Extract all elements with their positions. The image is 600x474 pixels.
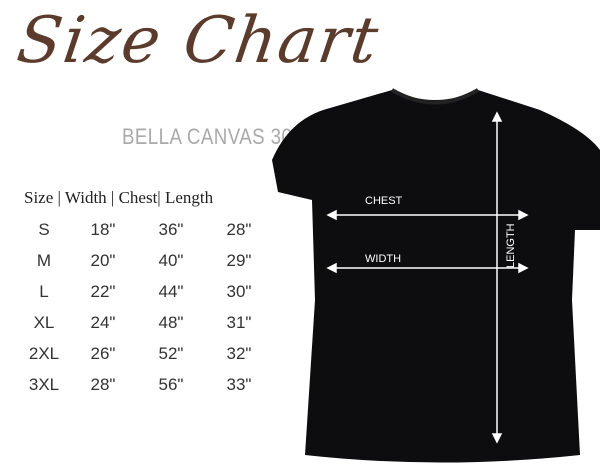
table-cell: 44" <box>158 281 184 301</box>
table-cell: S <box>38 219 50 239</box>
table-cell: 3XL <box>28 374 60 394</box>
table-cell: 24" <box>90 312 116 332</box>
table-cell: 31" <box>226 312 252 332</box>
table-row: M 20" 40" 29" <box>18 245 280 276</box>
table-cell: 2XL <box>28 343 60 363</box>
table-cell: 22" <box>90 281 116 301</box>
table-cell: 30" <box>226 281 252 301</box>
table-cell: 40" <box>158 250 184 270</box>
tshirt-collar <box>390 88 480 105</box>
table-cell: 32" <box>226 343 252 363</box>
table-cell: 26" <box>90 343 116 363</box>
table-cell: 20" <box>90 250 116 270</box>
table-cell: 33" <box>226 374 252 394</box>
table-cell: 52" <box>158 343 184 363</box>
tshirt-body <box>272 90 600 463</box>
table-row: L 22" 44" 30" <box>18 276 280 307</box>
table-cell: M <box>36 250 52 270</box>
length-label: LENGTH <box>505 223 517 268</box>
table-cell: 36" <box>158 219 184 239</box>
table-row: S 18" 36" 28" <box>18 214 280 245</box>
table-row: 2XL 26" 52" 32" <box>18 338 280 369</box>
table-row: XL 24" 48" 31" <box>18 307 280 338</box>
table-header: Size | Width | Chest| Length <box>24 188 214 207</box>
table-cell: 28" <box>90 374 116 394</box>
chest-label: CHEST <box>365 195 403 207</box>
table-cell: 29" <box>226 250 252 270</box>
width-label: WIDTH <box>365 253 401 265</box>
table-cell: 18" <box>90 219 116 239</box>
table-cell: 28" <box>226 219 252 239</box>
size-table: Size | Width | Chest| Length S 18" 36" 28" M… <box>18 188 280 400</box>
table-cell: 48" <box>158 312 184 332</box>
table-row: 3XL 28" 56" 33" <box>18 369 280 400</box>
table-cell: L <box>39 281 49 301</box>
table-cell: 56" <box>158 374 184 394</box>
table-cell: XL <box>33 312 55 332</box>
